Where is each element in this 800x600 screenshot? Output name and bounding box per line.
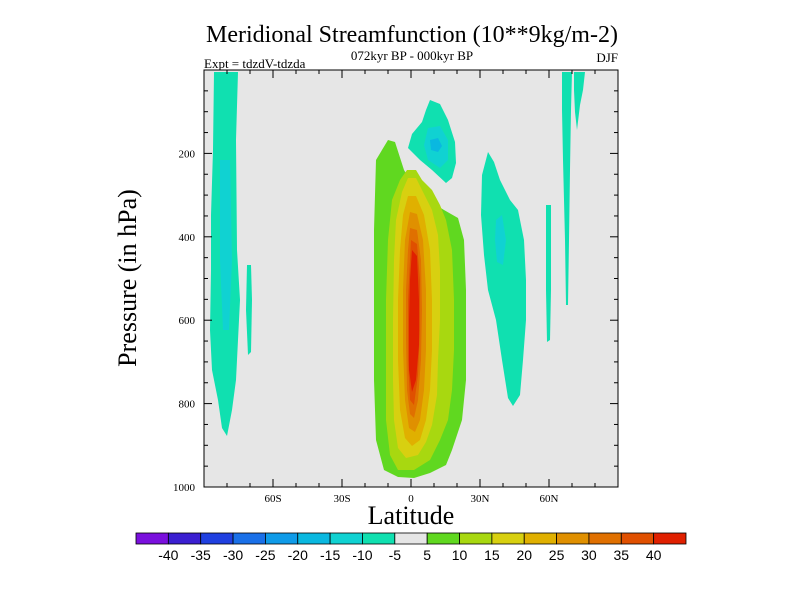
colorbar-swatch <box>491 532 525 545</box>
colorbar-swatch <box>135 532 169 545</box>
colorbar-label: 15 <box>484 547 500 563</box>
colorbar-label: -5 <box>389 547 402 563</box>
colorbar-label: -25 <box>255 547 275 563</box>
colorbar-label: 20 <box>516 547 532 563</box>
colorbar-label: 40 <box>646 547 662 563</box>
y-axis-label: Pressure (in hPa) <box>113 189 142 367</box>
colorbar-swatch <box>394 532 428 545</box>
colorbar-swatch <box>459 532 493 545</box>
axis-ticks: 60S 30S 0 30N 60N 200 400 600 800 1000 <box>173 70 618 505</box>
chart-title: Meridional Streamfunction (10**9kg/m-2) <box>206 22 618 48</box>
plot-area: 60S 30S 0 30N 60N 200 400 600 800 1000 <box>173 69 619 505</box>
colorbar: -40 -35 -30 -25 -20 -15 -10 -5 5 10 15 20 25 30 35 40 <box>135 532 687 563</box>
colorbar-swatch <box>297 532 331 545</box>
colorbar-label: 5 <box>423 547 431 563</box>
y-tick-label: 200 <box>179 148 196 160</box>
left-label: Expt = tdzdV-tdzda <box>204 56 306 71</box>
colorbar-swatch <box>523 532 557 545</box>
nh-midlat-core <box>495 215 506 265</box>
colorbar-label: -35 <box>191 547 211 563</box>
y-tick-label: 800 <box>179 399 196 411</box>
nh-highlat-strip-a <box>562 72 572 305</box>
y-tick-label: 400 <box>179 232 196 244</box>
colorbar-label: -15 <box>320 547 340 563</box>
colorbar-label: 35 <box>614 547 630 563</box>
colorbar-label: -40 <box>158 547 178 563</box>
colorbar-swatch <box>329 532 363 545</box>
nh-highlat-strip-b <box>574 72 585 130</box>
sh-highlat-inner <box>220 160 232 330</box>
x-tick-label: 30S <box>333 493 350 505</box>
colorbar-swatch <box>653 532 687 545</box>
colorbar-swatch <box>588 532 622 545</box>
colorbar-label: -10 <box>352 547 372 563</box>
sh-side-strip <box>246 265 252 355</box>
colorbar-swatch <box>426 532 460 545</box>
x-axis-label: Latitude <box>368 501 455 530</box>
y-tick-label: 600 <box>179 315 196 327</box>
upper-negative-peak <box>430 138 442 152</box>
nh-midlat-negative-cell <box>481 152 526 406</box>
x-tick-label: 60N <box>540 493 559 505</box>
colorbar-swatch <box>556 532 590 545</box>
colorbar-label: 25 <box>549 547 565 563</box>
x-tick-label: 60S <box>264 493 281 505</box>
colorbar-label: 30 <box>581 547 597 563</box>
x-tick-label: 0 <box>408 493 414 505</box>
colorbar-swatch <box>232 532 266 545</box>
colorbar-label: 10 <box>452 547 468 563</box>
colorbar-label: -30 <box>223 547 243 563</box>
colorbar-swatch <box>620 532 655 545</box>
right-label: DJF <box>596 50 618 65</box>
chart-subtitle: 072kyr BP - 000kyr BP <box>351 48 473 63</box>
colorbar-swatch <box>167 532 202 545</box>
colorbar-label: -20 <box>288 547 308 563</box>
y-tick-label: 1000 <box>173 482 196 494</box>
nh-side-strip <box>546 205 551 342</box>
colorbar-swatch <box>200 532 234 545</box>
x-tick-label: 30N <box>471 493 490 505</box>
tropical-band-40 <box>409 250 419 392</box>
colorbar-swatch <box>362 532 396 545</box>
colorbar-swatch <box>265 532 299 545</box>
